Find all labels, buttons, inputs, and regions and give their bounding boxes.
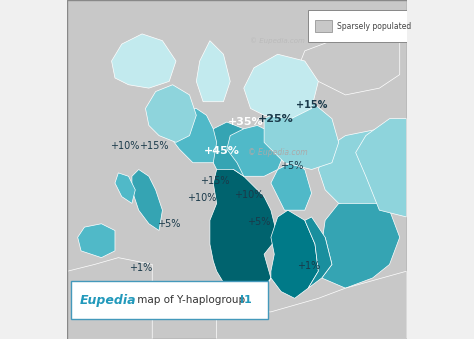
Polygon shape: [319, 129, 400, 203]
Text: I1: I1: [240, 295, 252, 305]
Polygon shape: [115, 173, 135, 203]
Text: map of Y-haplogroup: map of Y-haplogroup: [134, 295, 248, 305]
Text: +1%: +1%: [129, 263, 152, 273]
Polygon shape: [244, 54, 319, 119]
Text: +5%: +5%: [157, 219, 181, 229]
Polygon shape: [217, 271, 407, 339]
Polygon shape: [111, 34, 176, 88]
Text: +25%: +25%: [258, 114, 294, 124]
Text: +10%: +10%: [234, 190, 264, 200]
Polygon shape: [210, 163, 278, 312]
Polygon shape: [207, 122, 254, 176]
Polygon shape: [271, 210, 319, 298]
Polygon shape: [227, 125, 284, 176]
Text: Sparsely populated: Sparsely populated: [337, 22, 411, 31]
Text: +35%: +35%: [228, 117, 263, 127]
Polygon shape: [132, 170, 163, 231]
Text: +1%: +1%: [297, 261, 320, 271]
Polygon shape: [217, 278, 271, 312]
Text: +45%: +45%: [204, 146, 240, 156]
Text: +15%: +15%: [200, 176, 230, 186]
Polygon shape: [196, 41, 230, 102]
Polygon shape: [264, 102, 339, 170]
Polygon shape: [305, 217, 332, 288]
Polygon shape: [217, 305, 247, 319]
Text: Eupedia: Eupedia: [79, 294, 136, 306]
Polygon shape: [67, 0, 407, 339]
Polygon shape: [322, 197, 400, 288]
Polygon shape: [146, 85, 196, 142]
Text: © Eupedia.com: © Eupedia.com: [248, 148, 308, 157]
Polygon shape: [169, 108, 217, 163]
FancyBboxPatch shape: [71, 281, 267, 319]
Text: © Eupedia.com: © Eupedia.com: [250, 37, 305, 44]
FancyBboxPatch shape: [308, 10, 407, 42]
Text: +15%: +15%: [296, 100, 327, 110]
Polygon shape: [67, 258, 152, 339]
Text: +5%: +5%: [247, 217, 271, 227]
FancyBboxPatch shape: [315, 20, 332, 32]
Polygon shape: [271, 163, 311, 210]
Text: +10%: +10%: [110, 141, 140, 151]
Polygon shape: [356, 119, 407, 217]
Text: +5%: +5%: [280, 161, 303, 171]
Polygon shape: [78, 224, 115, 258]
Polygon shape: [298, 34, 400, 95]
Text: +10%: +10%: [187, 193, 216, 203]
Text: +15%: +15%: [139, 141, 169, 151]
